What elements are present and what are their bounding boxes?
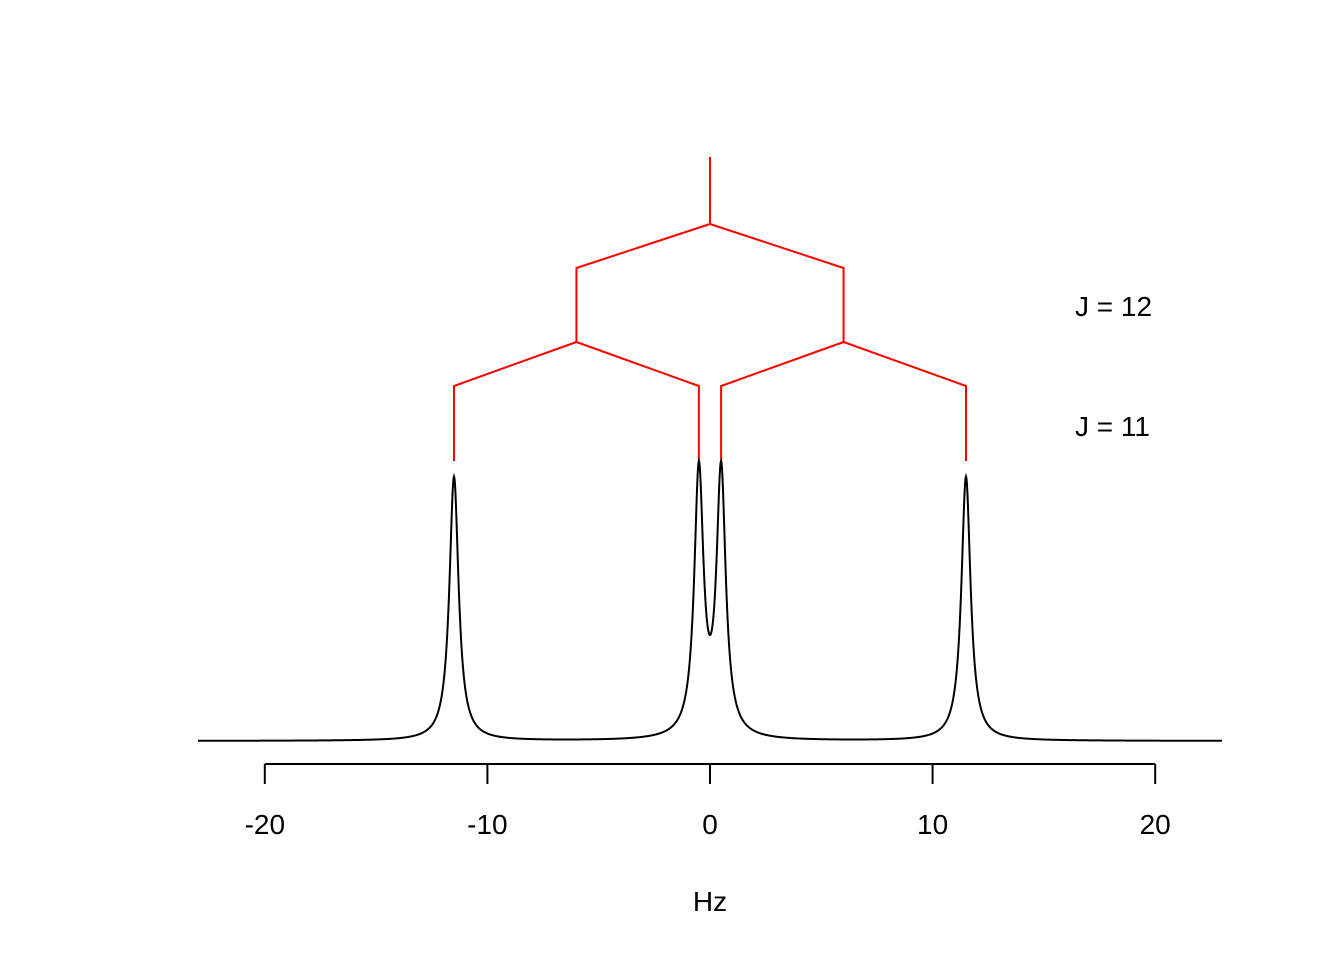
j-label-first: J = 12 [1075, 291, 1152, 322]
x-tick-label: 10 [917, 809, 948, 840]
tree-branch [709, 223, 845, 342]
tree-branch [453, 341, 577, 461]
tree-branch [843, 341, 967, 461]
spectrum-line [198, 457, 1222, 742]
x-tick-label: 20 [1140, 809, 1171, 840]
j-label-second: J = 11 [1075, 411, 1150, 442]
x-tick-label: 0 [702, 809, 718, 840]
x-axis: -20 -10 0 10 20 [245, 763, 1171, 840]
tree-branch [575, 223, 711, 342]
tree-branch [720, 341, 844, 461]
x-tick-label: -20 [245, 809, 285, 840]
x-tick-label: -10 [467, 809, 507, 840]
tree-branch [576, 341, 700, 461]
splitting-tree [453, 157, 967, 461]
x-axis-title: Hz [693, 886, 727, 917]
